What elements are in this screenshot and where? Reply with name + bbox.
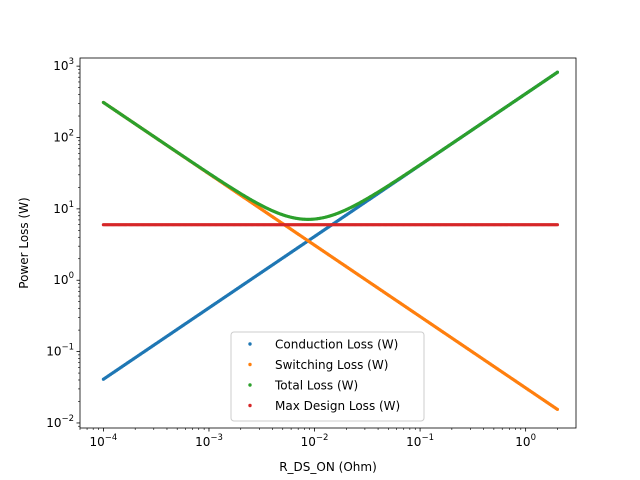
y-tick-label: 102 — [53, 128, 74, 144]
legend-label: Conduction Loss (W) — [275, 338, 398, 352]
x-axis: 10−4 10−3 10−2 10−1 100 — [79, 428, 558, 449]
legend-marker — [248, 383, 252, 387]
legend: Conduction Loss (W) Switching Loss (W) Tot… — [230, 331, 425, 422]
x-tick-label: 10−2 — [301, 433, 329, 449]
data-point — [555, 223, 560, 227]
y-tick-label: 103 — [53, 57, 74, 73]
x-tick-label: 10−3 — [195, 433, 223, 449]
y-tick-label: 101 — [53, 200, 74, 216]
x-axis-label: R_DS_ON (Ohm) — [279, 460, 377, 474]
x-tick-label: 10−1 — [406, 433, 434, 449]
legend-marker — [248, 403, 252, 408]
axes-frame — [79, 57, 577, 429]
legend-marker — [248, 342, 252, 346]
y-axis-label: Power Loss (W) — [17, 197, 31, 288]
legend-marker — [248, 362, 252, 367]
y-axis: 10−2 10−1 100 101 102 103 — [46, 57, 80, 430]
series-2 — [101, 70, 560, 221]
y-tick-label: 100 — [53, 271, 74, 287]
legend-box — [230, 331, 425, 422]
y-tick-label: 10−2 — [46, 414, 74, 430]
legend-label: Switching Loss (W) — [275, 358, 388, 372]
data-point — [555, 70, 560, 74]
series-3 — [101, 223, 560, 227]
legend-label: Total Loss (W) — [274, 379, 358, 393]
y-tick-label: 10−1 — [46, 343, 74, 359]
x-tick-label: 10−4 — [90, 433, 118, 449]
data-point — [555, 407, 560, 411]
legend-label: Max Design Loss (W) — [275, 399, 400, 413]
plot-area — [101, 70, 560, 411]
x-tick-label: 100 — [515, 433, 536, 449]
